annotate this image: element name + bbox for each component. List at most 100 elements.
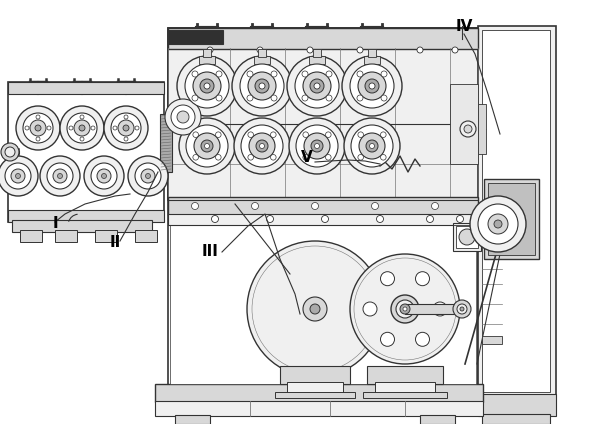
Circle shape [128,156,168,196]
Bar [175,415,210,424]
Bar [168,30,223,44]
Circle shape [326,71,332,77]
Circle shape [25,126,29,130]
Circle shape [369,83,375,89]
Circle shape [191,203,199,209]
Circle shape [271,95,277,101]
Bar [135,230,157,242]
Circle shape [366,140,378,152]
Circle shape [101,173,107,179]
Circle shape [5,163,31,189]
Circle shape [124,137,128,141]
Circle shape [304,133,330,159]
Circle shape [371,203,379,209]
Circle shape [248,154,253,160]
Bar [313,49,321,57]
Circle shape [251,203,259,209]
Circle shape [91,163,117,189]
Circle shape [118,120,134,136]
Bar [450,84,478,164]
Circle shape [460,121,476,137]
Circle shape [365,79,379,93]
Bar [155,384,483,402]
Circle shape [36,115,40,119]
Circle shape [1,143,19,161]
Circle shape [460,307,464,311]
Circle shape [357,71,363,77]
Circle shape [5,147,15,157]
Circle shape [84,156,124,196]
Circle shape [53,169,67,183]
Bar [287,382,343,394]
Bar [170,224,476,384]
Circle shape [296,125,338,167]
Circle shape [141,169,155,183]
Circle shape [47,126,51,130]
Bar [168,214,478,225]
Circle shape [91,126,95,130]
Circle shape [35,125,41,131]
Circle shape [111,113,141,143]
Circle shape [247,95,253,101]
Text: I: I [52,216,58,231]
Circle shape [179,118,235,174]
Circle shape [427,215,433,223]
Circle shape [359,133,385,159]
Circle shape [431,203,439,209]
Bar [168,197,478,215]
Circle shape [311,203,319,209]
Circle shape [249,133,275,159]
Circle shape [380,272,395,286]
Circle shape [310,304,320,314]
Bar [367,366,443,384]
Circle shape [358,72,386,100]
Bar [160,114,172,172]
Circle shape [266,215,274,223]
Bar [375,382,435,394]
Bar [280,366,350,384]
Circle shape [271,71,277,77]
Circle shape [326,154,331,160]
Circle shape [303,297,327,321]
Circle shape [351,125,393,167]
Circle shape [177,111,189,123]
Bar [8,82,164,94]
Circle shape [256,140,268,152]
Circle shape [40,156,80,196]
Circle shape [193,72,221,100]
Circle shape [457,304,467,314]
Circle shape [69,126,73,130]
Circle shape [123,125,129,131]
Circle shape [60,106,104,150]
Circle shape [36,137,40,141]
Circle shape [303,72,331,100]
Circle shape [104,106,148,150]
Bar [478,104,486,154]
Bar [453,223,481,251]
Circle shape [433,302,447,316]
Circle shape [241,125,283,167]
Circle shape [350,254,460,364]
Circle shape [358,154,364,160]
Circle shape [391,295,419,323]
Circle shape [259,83,265,89]
Bar [478,394,556,416]
Circle shape [453,300,471,318]
Circle shape [295,64,339,108]
Circle shape [271,132,276,137]
Circle shape [74,120,90,136]
Circle shape [307,47,313,53]
Bar [482,336,502,344]
Bar [420,415,455,424]
Circle shape [302,95,308,101]
Circle shape [194,133,220,159]
Circle shape [400,304,410,314]
Bar [482,414,550,424]
Circle shape [16,173,20,179]
Bar [12,220,152,232]
Bar [456,226,478,248]
Circle shape [457,215,464,223]
Circle shape [16,106,60,150]
Text: V: V [301,150,313,165]
Circle shape [80,137,84,141]
